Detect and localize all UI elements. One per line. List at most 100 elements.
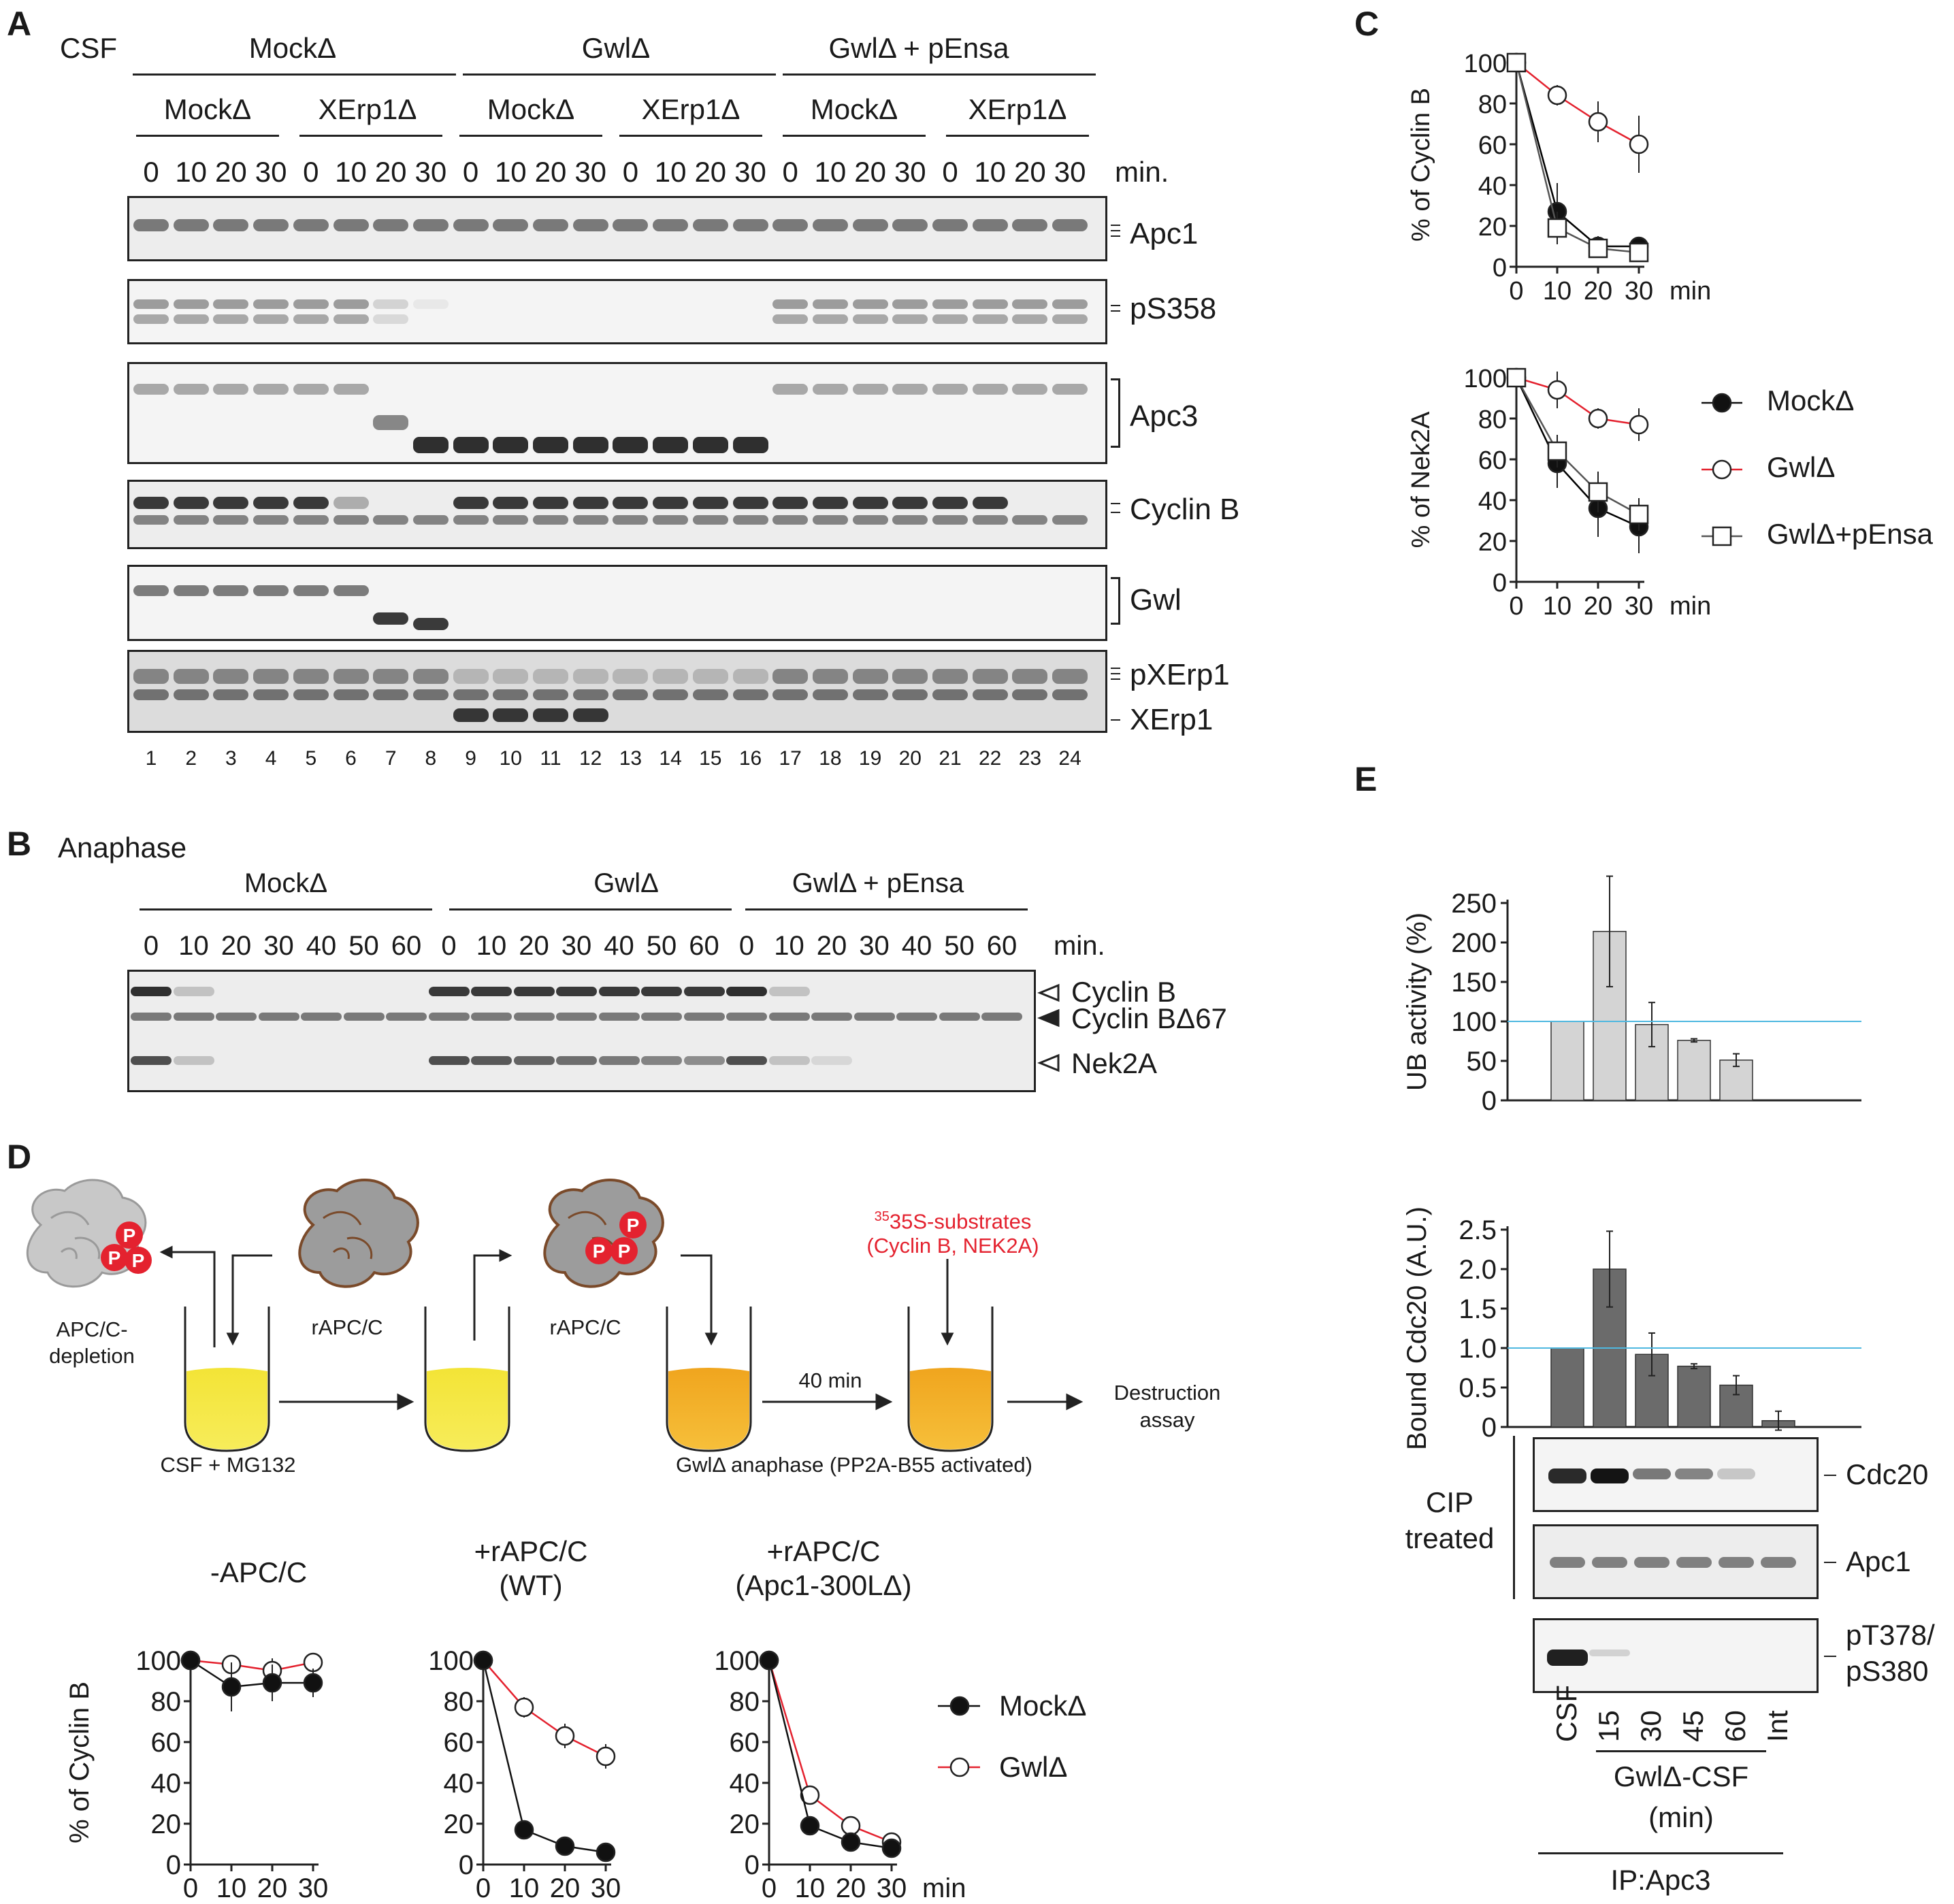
gel-band xyxy=(173,515,209,525)
timepoint-label: 20 xyxy=(221,931,252,961)
gel-band xyxy=(892,497,928,509)
band-label-cyclin-b-delta67: Cyclin BΔ67 xyxy=(1071,1002,1227,1034)
gel-band xyxy=(972,669,1008,684)
label-tick xyxy=(1824,1656,1836,1657)
gel-band xyxy=(556,1056,597,1065)
gel-band xyxy=(772,515,809,525)
gel-band xyxy=(981,1013,1022,1021)
gel-band xyxy=(653,497,689,509)
gel-band xyxy=(453,708,489,722)
series-line xyxy=(1515,377,1640,516)
lane-number: 21 xyxy=(939,747,962,770)
lane-number: 4 xyxy=(265,747,277,770)
lane-number: 13 xyxy=(619,747,642,770)
gel-band xyxy=(1052,384,1088,395)
lane-number: 3 xyxy=(225,747,237,770)
gel-band xyxy=(653,515,689,525)
gel-band xyxy=(811,1056,852,1065)
band-label-nek2a: Nek2A xyxy=(1071,1047,1158,1079)
data-point xyxy=(221,1677,242,1697)
gel-band xyxy=(932,689,968,700)
gel-band xyxy=(333,497,369,509)
gel-band xyxy=(556,987,597,996)
anaphase-label: Anaphase xyxy=(58,832,187,864)
timepoint-label: 10 xyxy=(494,156,527,188)
gel-band xyxy=(732,669,768,684)
y-tick-label: 0 xyxy=(1493,254,1507,282)
blot-label-gwl: Gwl xyxy=(1130,583,1182,617)
x-axis-label: min xyxy=(1670,592,1711,621)
data-point xyxy=(262,1673,282,1693)
gel-band xyxy=(853,1013,895,1021)
x-tick-label: 0 xyxy=(1509,277,1523,306)
gel-band xyxy=(293,669,329,684)
gel-band xyxy=(373,415,409,430)
x-tick-label: 10 xyxy=(1543,277,1572,306)
gel-band xyxy=(453,497,489,509)
y-tick-label: 100 xyxy=(714,1646,760,1676)
gel-band xyxy=(572,669,608,684)
gel-band xyxy=(812,299,848,309)
timepoint-label: 20 xyxy=(374,156,407,188)
gel-band xyxy=(812,314,848,324)
gel-band xyxy=(293,689,329,700)
gel-band xyxy=(1052,219,1088,231)
y-tick-label: 60 xyxy=(151,1728,182,1758)
lane-number: 24 xyxy=(1058,747,1081,770)
data-point xyxy=(759,1650,779,1671)
gel-band xyxy=(1719,1557,1754,1568)
x-tick-label: 0 xyxy=(476,1873,491,1903)
gel-band xyxy=(333,585,369,596)
lane-number: 16 xyxy=(738,747,762,770)
data-point xyxy=(473,1650,493,1671)
gel-band xyxy=(293,585,329,596)
arrowheads xyxy=(1037,983,1060,1072)
subgroup-label: XErp1Δ xyxy=(968,93,1067,125)
gel-band xyxy=(533,497,568,509)
gel-band xyxy=(683,1013,725,1021)
y-tick-label: 0 xyxy=(459,1850,474,1880)
gel-band xyxy=(772,299,809,309)
gel-band xyxy=(896,1013,937,1021)
ip-underline xyxy=(1538,1852,1783,1854)
series-line xyxy=(482,1660,606,1854)
gel-band xyxy=(732,437,768,453)
y-tick-label: 100 xyxy=(1451,1007,1497,1037)
gel-band xyxy=(692,669,728,684)
label-tick xyxy=(1111,673,1120,674)
gel-band xyxy=(173,689,209,700)
y-axis-label: % of Cyclin B xyxy=(1407,88,1435,242)
group-label-mock: MockΔ xyxy=(244,868,328,898)
gel-band xyxy=(683,987,725,996)
gel-band xyxy=(692,437,728,453)
x-tick-label: 30 xyxy=(298,1873,329,1903)
gel-band xyxy=(852,384,888,395)
y-tick-label: 60 xyxy=(730,1728,760,1758)
gel-band xyxy=(173,669,209,684)
gel-band xyxy=(726,1013,767,1021)
csf-label: CSF xyxy=(60,32,117,64)
gel-band xyxy=(613,497,649,509)
y-tick-label: 0 xyxy=(1482,1086,1497,1116)
gel-band xyxy=(768,987,810,996)
gel-band xyxy=(333,669,369,684)
min-label: min. xyxy=(1054,931,1105,961)
y-tick-label: 200 xyxy=(1451,928,1497,958)
timepoint-label: 20 xyxy=(534,156,567,188)
x-tick-label: 30 xyxy=(877,1873,907,1903)
gel-band xyxy=(653,689,689,700)
series-line xyxy=(190,1659,314,1672)
lane-number: 15 xyxy=(699,747,722,770)
subgroup-label: XErp1Δ xyxy=(318,93,417,125)
group-underline xyxy=(140,908,432,910)
panel-letter-d: D xyxy=(7,1138,32,1176)
gel-band xyxy=(572,708,608,722)
gel-band xyxy=(972,689,1008,700)
gel-band xyxy=(213,219,249,231)
gel-band xyxy=(1761,1557,1796,1568)
gel-band xyxy=(133,585,169,596)
gel-band xyxy=(373,612,409,625)
timepoint-label: 60 xyxy=(689,931,719,961)
timepoint-label: 0 xyxy=(143,156,159,188)
gel-band xyxy=(692,689,728,700)
